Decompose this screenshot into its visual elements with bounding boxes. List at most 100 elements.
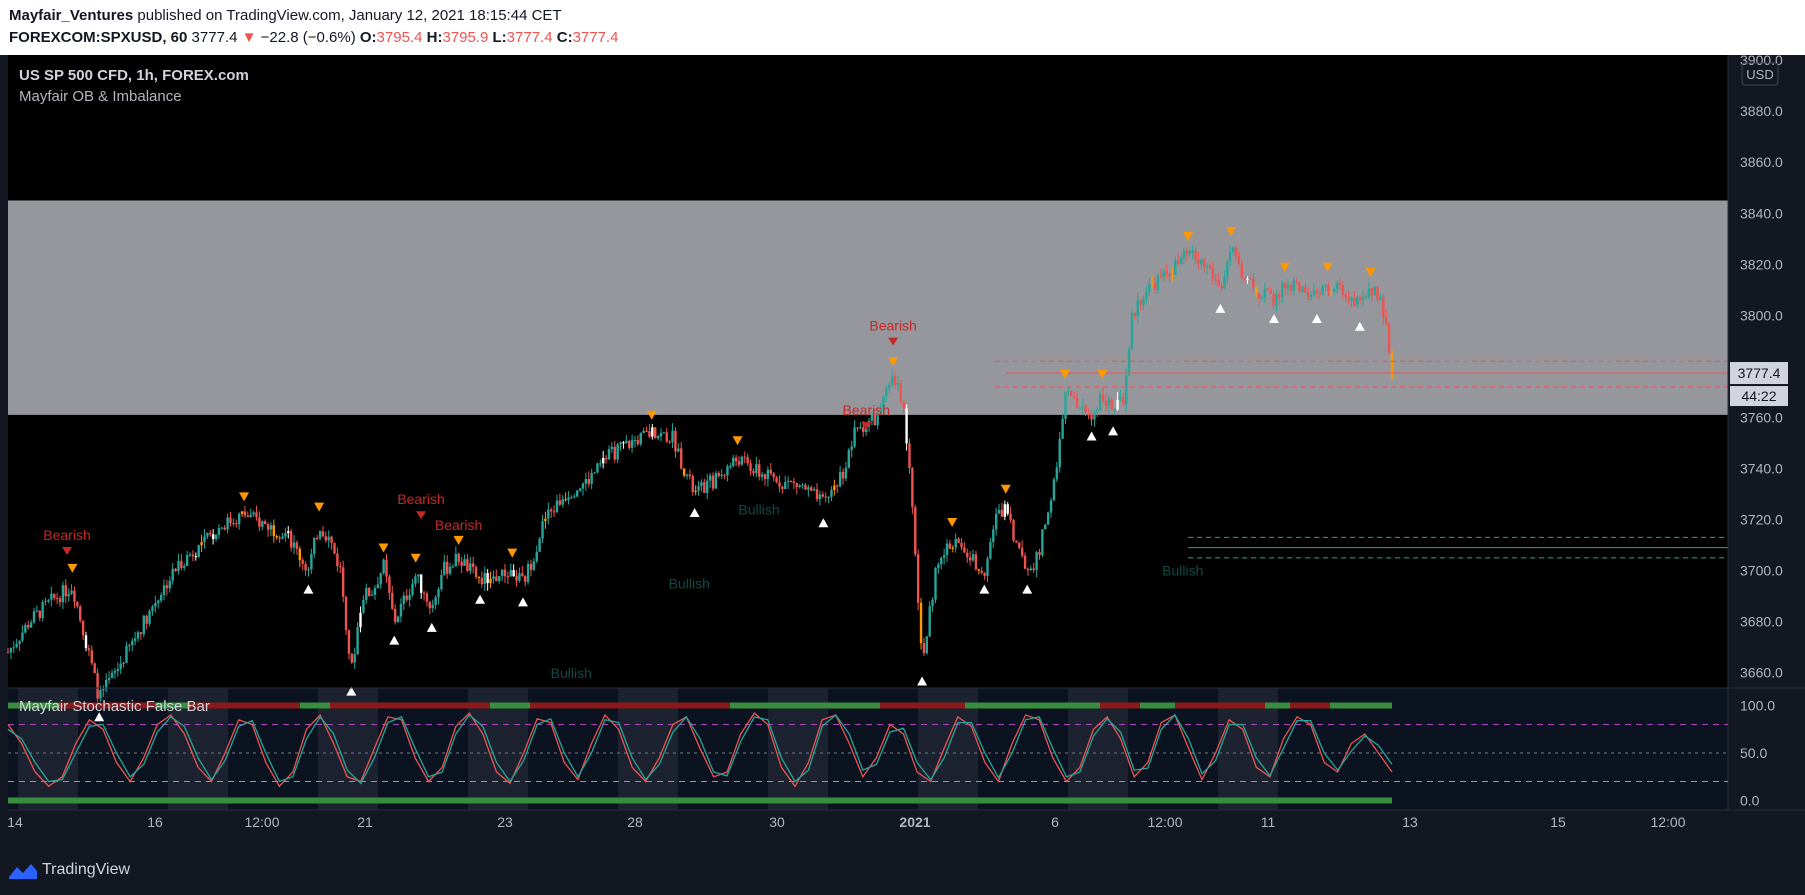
- candle-body: [651, 427, 654, 437]
- candle-body: [1387, 324, 1391, 353]
- candle-body: [1067, 391, 1070, 393]
- candle-body: [1098, 394, 1102, 411]
- candle-body: [53, 593, 56, 599]
- candle-body: [945, 543, 949, 556]
- candle-body: [763, 474, 767, 480]
- upper-band-highlight: [640, 702, 730, 709]
- time-tick-label: 23: [497, 814, 513, 830]
- candle-body: [451, 566, 455, 568]
- chart-canvas[interactable]: Bearish Bearish Bearish Bearish Bearish Bulli…: [0, 55, 1805, 847]
- candle-body: [321, 531, 325, 537]
- candle-body: [1324, 285, 1327, 287]
- candle-body: [295, 542, 299, 549]
- candle-body: [61, 585, 65, 603]
- candle-body: [708, 475, 712, 481]
- candle-body: [41, 602, 44, 619]
- candle-body: [151, 606, 154, 611]
- candle-body: [954, 538, 957, 548]
- candle-body: [752, 470, 755, 474]
- author-name[interactable]: Mayfair_Ventures: [9, 7, 134, 24]
- candle-body: [899, 382, 903, 402]
- open-value: 3795.4: [376, 29, 423, 46]
- candle-body: [1353, 297, 1356, 306]
- candle-body: [523, 576, 527, 582]
- tradingview-brand[interactable]: TradingView: [42, 861, 131, 878]
- candle-body: [278, 537, 281, 539]
- upper-band-highlight: [880, 702, 965, 709]
- candle-body: [157, 600, 160, 603]
- candle-body: [385, 559, 388, 577]
- candle-body: [1281, 283, 1284, 298]
- candle-body: [628, 440, 631, 448]
- candle-body: [815, 489, 819, 500]
- candle-body: [448, 566, 452, 574]
- oscillator-line-0: [7, 712, 1393, 788]
- candle-body: [1275, 294, 1278, 306]
- candle-body: [1162, 270, 1165, 278]
- sell-marker-icon: [453, 535, 464, 545]
- candle-body: [362, 600, 365, 613]
- candle-body: [38, 610, 41, 619]
- candle-body: [226, 517, 229, 530]
- candle-body: [784, 481, 787, 489]
- candle-body: [1333, 288, 1336, 292]
- candle-body: [258, 517, 261, 527]
- sell-marker-icon: [1322, 262, 1333, 272]
- candle-body: [876, 412, 879, 426]
- candle-body: [197, 545, 200, 558]
- candle-body: [497, 576, 501, 581]
- candle-body: [558, 500, 562, 505]
- lower-band: [8, 797, 1392, 804]
- candle-body: [249, 514, 252, 518]
- candle-body: [1020, 547, 1024, 556]
- candle-body: [1049, 500, 1053, 513]
- candle-body: [896, 382, 900, 386]
- candle-body: [396, 616, 400, 623]
- candle-body: [1231, 247, 1235, 253]
- candle-body: [1269, 290, 1272, 294]
- candle-body: [399, 604, 403, 617]
- candle-body: [948, 543, 952, 549]
- candle-body: [1304, 287, 1307, 293]
- time-tick-label: 6: [1051, 814, 1059, 830]
- candle-body: [1107, 399, 1111, 406]
- tradingview-logo-icon[interactable]: [8, 861, 38, 881]
- candle-body: [159, 595, 163, 601]
- candle-body: [327, 536, 330, 541]
- candle-body: [500, 569, 504, 577]
- candle-body: [726, 466, 729, 476]
- candle-body: [1309, 294, 1313, 298]
- candle-body: [1214, 278, 1217, 281]
- candle-body: [518, 573, 521, 581]
- candle-body: [1307, 292, 1310, 298]
- candle-body: [1359, 297, 1362, 301]
- candle-body: [122, 662, 125, 664]
- candles-group: [6, 245, 1394, 702]
- candle-body: [1191, 250, 1194, 252]
- candle-body: [685, 474, 689, 476]
- candle-body: [625, 440, 628, 444]
- candle-body: [561, 499, 564, 505]
- sell-marker-icon: [1279, 262, 1290, 272]
- candle-body: [99, 689, 102, 699]
- candle-body: [862, 427, 865, 433]
- candle-body: [1202, 259, 1206, 268]
- candle-body: [798, 485, 801, 487]
- candle-body: [1318, 293, 1321, 295]
- candle-body: [506, 576, 510, 578]
- candle-body: [602, 457, 605, 464]
- candle-body: [110, 672, 114, 679]
- candle-body: [1110, 399, 1113, 410]
- upper-band-highlight: [530, 702, 640, 709]
- candle-body: [786, 481, 790, 483]
- candle-body: [541, 521, 544, 539]
- candle-body: [1133, 312, 1137, 317]
- candle-body: [1044, 524, 1047, 530]
- candle-body: [162, 585, 166, 596]
- candle-body: [105, 679, 108, 690]
- candle-body: [24, 624, 27, 633]
- price-change: −22.8 (−0.6%): [260, 29, 356, 46]
- candle-body: [292, 542, 296, 548]
- price-tick-label: 3760.0: [1740, 409, 1783, 425]
- candle-body: [859, 427, 862, 429]
